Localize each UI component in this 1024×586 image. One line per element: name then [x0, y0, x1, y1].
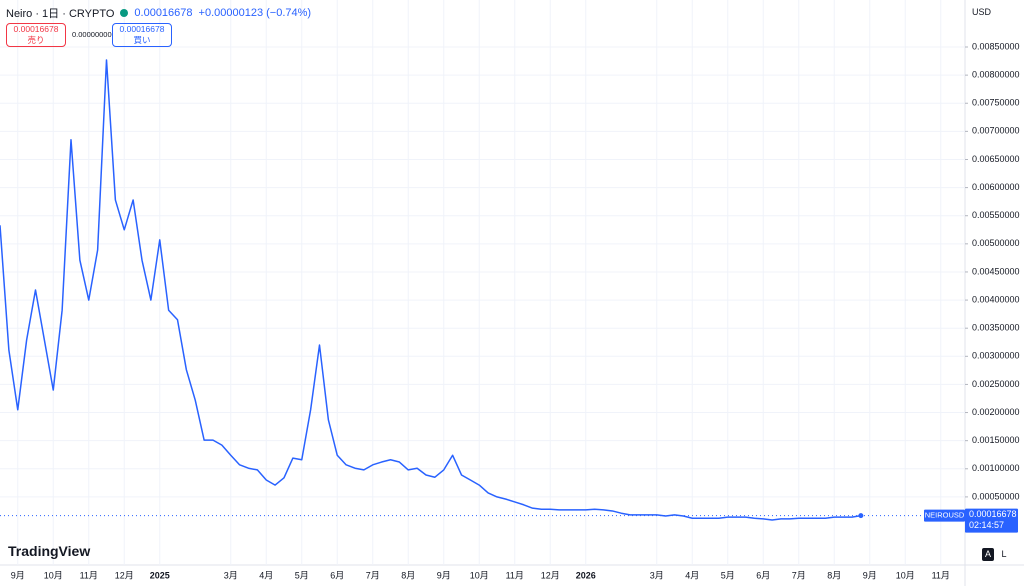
sell-price: 0.00016678 — [13, 24, 59, 34]
x-tick-label: 9月 — [863, 570, 877, 580]
x-tick-label: 10月 — [896, 570, 915, 580]
x-tick-label: 6月 — [330, 570, 344, 580]
buy-label: 買い — [133, 35, 151, 45]
y-tick-label: 0.00550000 — [972, 210, 1020, 220]
y-tick-label: 0.00200000 — [972, 407, 1020, 417]
x-tick-label: 5月 — [295, 570, 309, 580]
x-tick-label: 6月 — [756, 570, 770, 580]
status-dot — [120, 9, 129, 17]
sell-button[interactable]: 0.00016678 売り — [6, 23, 66, 47]
x-tick-label: 11月 — [932, 570, 950, 580]
y-tick-label: 0.00850000 — [972, 41, 1020, 51]
x-tick-label: 2025 — [150, 570, 170, 580]
auto-scale[interactable]: A — [982, 548, 994, 561]
symbol-tag — [924, 509, 965, 522]
price-tag-label: 0.00016678 — [969, 509, 1017, 519]
change: +0.00000123 (−0.74%) — [198, 7, 312, 19]
x-tick-label: 3月 — [224, 570, 238, 580]
y-tick-label: 0.00350000 — [972, 323, 1020, 333]
y-tick-label: 0.00750000 — [972, 98, 1020, 108]
header: Neiro · 1日 · CRYPTO 0.00016678 +0.000001… — [6, 5, 311, 21]
y-tick-label: 0.00150000 — [972, 435, 1020, 445]
x-tick-label: 10月 — [44, 570, 63, 580]
buy-button[interactable]: 0.00016678 買い — [112, 23, 172, 47]
log-scale[interactable]: L — [1001, 549, 1007, 559]
x-tick-label: 11月 — [506, 570, 524, 580]
x-tick-label: 4月 — [259, 570, 273, 580]
x-tick-label: 7月 — [366, 570, 380, 580]
y-tick-label: 0.00700000 — [972, 126, 1020, 136]
y-tick-label: 0.00650000 — [972, 154, 1020, 164]
x-tick-label: 12月 — [541, 570, 560, 580]
last-point — [858, 513, 864, 519]
countdown: 02:14:57 — [969, 520, 1004, 530]
x-tick-label: 3月 — [650, 570, 664, 580]
x-tick-label: 2026 — [576, 570, 596, 580]
y-tick-label: 0.00800000 — [972, 70, 1020, 80]
y-tick-label: 0.00100000 — [972, 463, 1020, 473]
symbol[interactable]: Neiro · 1日 · CRYPTO — [6, 8, 115, 20]
y-tick-label: 0.00400000 — [972, 294, 1020, 304]
currency[interactable]: USD — [972, 7, 992, 17]
price-line — [0, 59, 862, 521]
x-tick-label: 8月 — [827, 570, 841, 580]
x-tick-label: 7月 — [792, 570, 806, 580]
x-tick-label: 8月 — [401, 570, 415, 580]
symbol-tag-label: NEIROUSD — [925, 511, 965, 520]
x-tick-label: 9月 — [11, 570, 25, 580]
x-tick-label: 4月 — [685, 570, 699, 580]
x-tick-label: 10月 — [470, 570, 489, 580]
spread: 0.00000000 — [72, 30, 112, 39]
sell-label: 売り — [27, 35, 45, 45]
price-tag — [965, 508, 1018, 533]
logo[interactable]: TradingView — [8, 543, 91, 559]
y-tick-label: 0.00500000 — [972, 238, 1020, 248]
price: 0.00016678 — [134, 7, 193, 19]
y-tick-label: 0.00250000 — [972, 379, 1020, 389]
y-tick-label: 0.00050000 — [972, 491, 1020, 501]
y-tick-label: 0.00300000 — [972, 351, 1020, 361]
buy-price: 0.00016678 — [119, 24, 165, 34]
x-tick-label: 9月 — [437, 570, 451, 580]
x-tick-label: 11月 — [80, 570, 98, 580]
y-tick-label: 0.00600000 — [972, 182, 1020, 192]
x-tick-label: 5月 — [721, 570, 735, 580]
y-tick-label: 0.00450000 — [972, 266, 1020, 276]
x-tick-label: 12月 — [115, 570, 134, 580]
